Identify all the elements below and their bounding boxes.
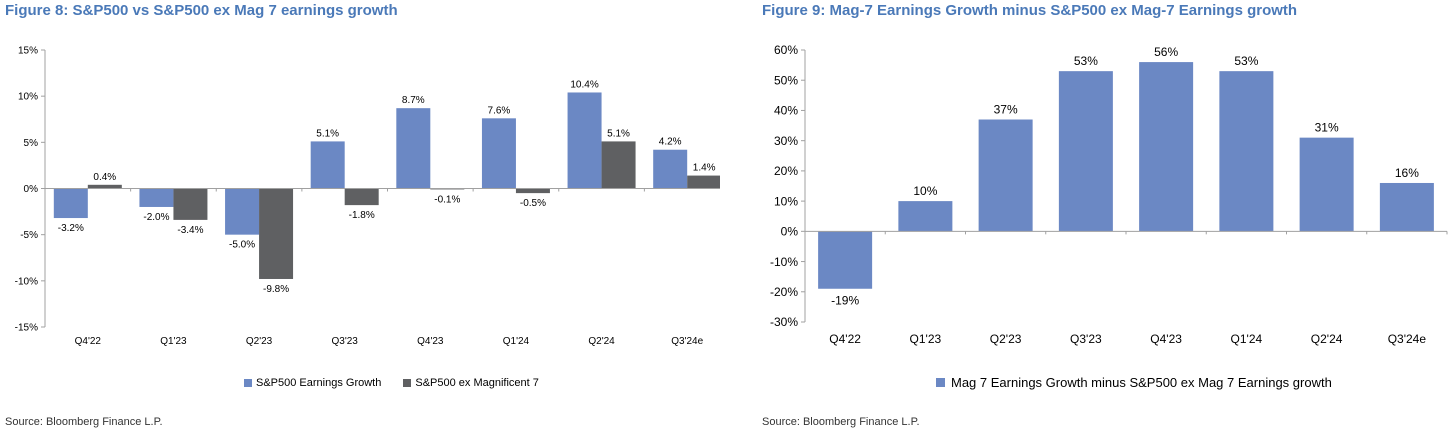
x-tick-label: Q2'24 (1311, 332, 1343, 346)
legend-swatch-sp500 (244, 379, 252, 387)
y-tick-label: 50% (774, 73, 798, 87)
data-label: 16% (1395, 166, 1419, 180)
x-tick-label: Q3'23 (1070, 332, 1102, 346)
y-tick-label: -10% (770, 255, 798, 269)
bar (139, 188, 174, 207)
x-tick-label: Q2'23 (990, 332, 1022, 346)
bar (53, 188, 88, 219)
bar (687, 175, 720, 189)
x-tick-label: Q3'24e (671, 336, 703, 347)
bar (818, 231, 873, 289)
figure-9-title: Figure 9: Mag-7 Earnings Growth minus S&… (762, 2, 1298, 19)
data-label: 5.1% (607, 128, 630, 139)
legend-item-sp500: S&P500 Earnings Growth (244, 377, 381, 389)
x-tick-label: Q2'23 (246, 336, 273, 347)
data-label: -0.1% (434, 194, 460, 205)
x-tick-label: Q4'22 (75, 336, 102, 347)
data-label: 10% (913, 184, 937, 198)
bar (310, 141, 345, 189)
bar (601, 141, 636, 189)
x-tick-label: Q3'24e (1388, 332, 1427, 346)
legend-swatch-sp500-ex-mag7 (403, 379, 412, 387)
figure-8-title: Figure 8: S&P500 vs S&P500 ex Mag 7 earn… (5, 2, 398, 19)
data-label: 53% (1074, 54, 1098, 68)
figure-9-source: Source: Bloomberg Finance L.P. (762, 416, 920, 428)
data-label: -0.5% (520, 198, 546, 209)
x-tick-label: Q1'24 (503, 336, 530, 347)
data-label: 7.6% (488, 105, 511, 116)
bar (653, 149, 688, 189)
y-tick-label: 10% (18, 92, 38, 103)
legend-item-mag7-minus: Mag 7 Earnings Growth minus S&P500 ex Ma… (936, 375, 1332, 390)
y-tick-label: 40% (774, 104, 798, 118)
bar (1299, 137, 1354, 232)
x-tick-label: Q4'23 (417, 336, 444, 347)
data-label: -3.4% (177, 225, 203, 236)
x-tick-label: Q1'23 (160, 336, 187, 347)
y-tick-label: -5% (20, 230, 38, 241)
y-tick-label: 5% (24, 138, 39, 149)
figure-9-chart: 60% 50% 40% 30% 20% 10% 0% -10% -20% -30% -19% 10% 3… (770, 43, 1448, 346)
bar (396, 108, 431, 189)
legend-label-sp500-ex-mag7: S&P500 ex Magnificent 7 (415, 377, 539, 389)
bar (1058, 71, 1113, 232)
x-tick-label: Q1'24 (1231, 332, 1263, 346)
data-label: 56% (1154, 45, 1178, 59)
data-label: -2.0% (143, 212, 169, 223)
legend-label-sp500: S&P500 Earnings Growth (256, 377, 382, 389)
x-tick-label: Q4'23 (1150, 332, 1182, 346)
legend-label-mag7-minus: Mag 7 Earnings Growth minus S&P500 ex Ma… (951, 375, 1332, 390)
data-label: -9.8% (263, 284, 289, 295)
y-tick-label: 15% (18, 46, 38, 57)
figure-8-chart: 15% 10% 5% 0% -5% -10% -15% -3.2% -2.0% -5.0% 5.1%… (15, 46, 720, 347)
data-label: 53% (1234, 54, 1258, 68)
bar (173, 188, 208, 220)
figure-8-legend: S&P500 Earnings Growth S&P500 ex Magnifi… (244, 377, 561, 389)
y-tick-label: 30% (774, 134, 798, 148)
bar (225, 188, 260, 235)
x-tick-label: Q4'22 (829, 332, 861, 346)
bar (1379, 182, 1434, 232)
y-tick-label: 20% (774, 164, 798, 178)
data-label: 5.1% (316, 128, 339, 139)
data-label: 10.4% (570, 79, 598, 90)
x-tick-label: Q3'23 (332, 336, 359, 347)
y-tick-label: -10% (15, 276, 38, 287)
bar (898, 201, 953, 232)
data-label: -5.0% (229, 240, 255, 251)
bar (1219, 71, 1274, 232)
bar (259, 188, 294, 279)
bar (1139, 62, 1194, 232)
legend-swatch-mag7-minus (936, 378, 945, 387)
data-label: 31% (1315, 121, 1339, 135)
bar (87, 184, 122, 189)
y-tick-label: 60% (774, 43, 798, 57)
x-tick-label: Q1'23 (910, 332, 942, 346)
data-label: 1.4% (693, 163, 716, 174)
data-label: -19% (831, 293, 859, 307)
bar (978, 119, 1033, 232)
figure-8-source: Source: Bloomberg Finance L.P. (5, 416, 163, 428)
figure-9-legend: Mag 7 Earnings Growth minus S&P500 ex Ma… (936, 375, 1354, 390)
y-tick-label: 0% (781, 225, 799, 239)
bar (344, 188, 379, 206)
data-label: -3.2% (58, 223, 84, 234)
y-tick-label: 0% (24, 184, 39, 195)
bar (481, 118, 516, 189)
data-label: 37% (994, 103, 1018, 117)
bar (567, 92, 602, 189)
data-label: -1.8% (349, 210, 375, 221)
y-tick-label: -30% (770, 315, 798, 329)
legend-item-sp500-ex-mag7: S&P500 ex Magnificent 7 (403, 377, 539, 389)
x-tick-label: Q2'24 (588, 336, 615, 347)
y-tick-label: -20% (770, 285, 798, 299)
y-tick-label: -15% (15, 323, 38, 334)
y-tick-label: 10% (774, 194, 798, 208)
data-label: 4.2% (659, 137, 682, 148)
data-label: 8.7% (402, 95, 425, 106)
bar (515, 188, 550, 194)
data-label: 0.4% (93, 172, 116, 183)
